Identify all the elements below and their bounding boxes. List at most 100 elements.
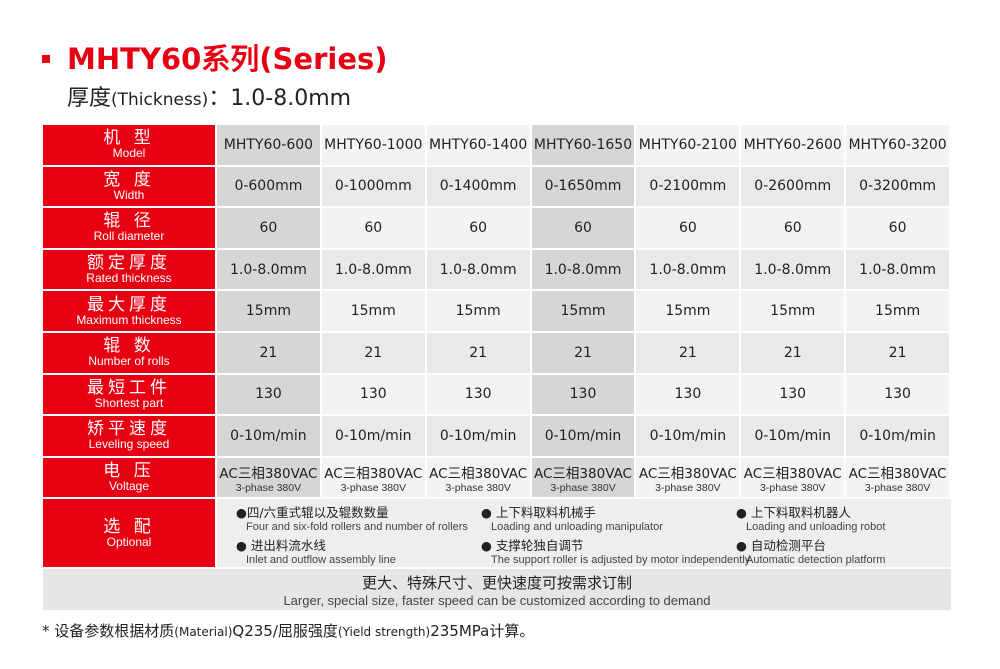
spec-table: 机 型 Model MHTY60-600 MHTY60-1000 MHTY60-1400… <box>43 125 952 611</box>
thickness-subtitle: 厚度(Thickness)：1.0-8.0mm <box>67 80 351 112</box>
note-part: (Yield strength) <box>337 625 431 639</box>
cell-value: 130 <box>464 386 492 403</box>
row-label: 最大厚度 Maximum thickness <box>43 291 217 333</box>
optional-item-zh: ●四/六重式辊以及辊数数量 <box>236 505 389 521</box>
row-label: 辊 数 Number of rolls <box>43 332 217 375</box>
optional-item: ● 上下料取料机械手 Loading and unloading manipula… <box>481 502 663 533</box>
bullet-square-icon <box>42 55 50 63</box>
cell-value: MHTY60-2100 <box>638 136 737 153</box>
row-label-en: Shortest part <box>94 395 164 410</box>
cell-value: 0-3200mm <box>859 178 937 195</box>
cell-value: 0-10m/min <box>754 427 831 444</box>
cell-value: 15mm <box>455 303 501 320</box>
table-cell: 15mm <box>321 291 427 333</box>
cell-value: 1.0-8.0mm <box>754 261 832 278</box>
table-cell: MHTY60-2100 <box>636 125 742 167</box>
cell-value: 60 <box>678 219 697 236</box>
table-cell: 0-1000mm <box>321 166 427 209</box>
cell-value: 0-10m/min <box>544 427 622 444</box>
cell-value: 1.0-8.0mm <box>334 261 412 278</box>
cell-value: 1.0-8.0mm <box>859 261 937 278</box>
note-part: (Material) <box>174 625 233 639</box>
row-label: 额定厚度 Rated thickness <box>43 249 217 292</box>
table-cell: 60 <box>217 208 322 250</box>
table-cell: AC三相380VAC 3-phase 380V <box>846 457 952 500</box>
optional-item-en: Inlet and outflow assembly line <box>246 554 396 567</box>
cell-value: 130 <box>779 386 807 403</box>
cell-value: 0-10m/min <box>859 427 936 444</box>
cell-value: AC三相380VAC <box>429 465 528 482</box>
row-label: 宽 度 Width <box>43 166 217 209</box>
cell-value: 15mm <box>770 303 816 320</box>
table-cell: AC三相380VAC 3-phase 380V <box>321 457 427 500</box>
cell-value: 0-2100mm <box>649 178 727 195</box>
row-label-en: Voltage <box>108 479 150 494</box>
row-label: 选 配 Optional <box>43 499 217 570</box>
cell-value: MHTY60-1000 <box>324 136 423 153</box>
row-label-zh: 额定厚度 <box>87 253 171 274</box>
optional-items: ●四/六重式辊以及辊数数量 Four and six-fold rollers a… <box>217 499 951 570</box>
cell-value: MHTY60-2600 <box>743 136 842 153</box>
table-cell: 21 <box>426 332 532 375</box>
table-row: 辊 数 Number of rolls 21 21 21 21 21 21 21 <box>43 332 952 375</box>
cell-value-en: 3-phase 380V <box>760 481 826 494</box>
table-cell: 0-10m/min <box>741 416 847 458</box>
cell-value: 60 <box>364 219 383 236</box>
cell-value: 130 <box>674 386 702 403</box>
cell-value: 130 <box>359 386 387 403</box>
row-label-zh: 机 型 <box>103 128 155 149</box>
table-cell: 0-10m/min <box>636 416 742 458</box>
row-label: 矫平速度 Leveling speed <box>43 416 217 458</box>
table-cell: MHTY60-2600 <box>741 125 847 167</box>
optional-item: ● 进出料流水线 Inlet and outflow assembly line <box>236 535 396 566</box>
row-label-en: Model <box>112 146 146 161</box>
cell-value: 21 <box>469 344 488 361</box>
table-row: 最大厚度 Maximum thickness 15mm 15mm 15mm 15mm 15m… <box>43 291 952 333</box>
table-cell: 15mm <box>531 291 637 333</box>
cell-value: 1.0-8.0mm <box>230 261 307 278</box>
table-cell: 60 <box>531 208 637 250</box>
cell-value-en: 3-phase 380V <box>235 481 302 494</box>
cell-value: AC三相380VAC <box>848 465 947 482</box>
table-cell: 1.0-8.0mm <box>846 249 952 292</box>
optional-item: ● 支撑轮独自调节 The support roller is adjusted … <box>481 535 750 566</box>
series-title-text: MHTY60系列(Series) <box>67 42 388 76</box>
table-cell: 15mm <box>426 291 532 333</box>
cell-value: 60 <box>888 219 907 236</box>
row-label-en: Number of rolls <box>88 354 170 369</box>
table-cell: AC三相380VAC 3-phase 380V <box>741 457 847 500</box>
optional-item: ●四/六重式辊以及辊数数量 Four and six-fold rollers a… <box>236 502 468 533</box>
table-cell: 0-10m/min <box>321 416 427 458</box>
cell-value: AC三相380VAC <box>219 465 318 482</box>
cell-value: AC三相380VAC <box>324 465 423 482</box>
footer-zh: 更大、特殊尺寸、更快速度可按需求订制 <box>361 574 632 593</box>
table-row: 矫平速度 Leveling speed 0-10m/min 0-10m/min 0-10… <box>43 416 952 458</box>
table-cell: 21 <box>217 332 322 375</box>
cell-value: 0-10m/min <box>649 427 727 444</box>
cell-value: MHTY60-1400 <box>429 136 528 153</box>
optional-item-zh: ● 自动检测平台 <box>736 538 826 554</box>
table-cell: 21 <box>531 332 637 375</box>
optional-item-en: Loading and unloading manipulator <box>491 521 663 534</box>
table-cell: 0-1400mm <box>426 166 532 209</box>
footnote: * 设备参数根据材质(Material)Q235/屈服强度(Yield stre… <box>42 620 534 641</box>
row-label-zh: 辊 数 <box>103 336 155 357</box>
subtitle-value: ：1.0-8.0mm <box>208 86 352 111</box>
cell-value: 60 <box>469 219 488 236</box>
row-label: 机 型 Model <box>43 125 217 167</box>
cell-value: 15mm <box>350 303 396 320</box>
table-cell: 130 <box>426 374 532 417</box>
cell-value: 1.0-8.0mm <box>649 261 727 278</box>
table-cell: MHTY60-3200 <box>846 125 952 167</box>
table-cell: 21 <box>741 332 847 375</box>
table-cell: 0-1650mm <box>531 166 637 209</box>
cell-value: 15mm <box>875 303 921 320</box>
table-cell: 0-2600mm <box>741 166 847 209</box>
cell-value: 21 <box>783 344 802 361</box>
cell-value-en: 3-phase 380V <box>550 481 616 494</box>
table-cell: AC三相380VAC 3-phase 380V <box>217 457 322 500</box>
table-cell: 60 <box>321 208 427 250</box>
row-label-zh: 辊 径 <box>103 211 155 232</box>
optional-item-zh: ● 上下料取料机械手 <box>481 505 596 521</box>
cell-value: 0-10m/min <box>439 427 517 444</box>
